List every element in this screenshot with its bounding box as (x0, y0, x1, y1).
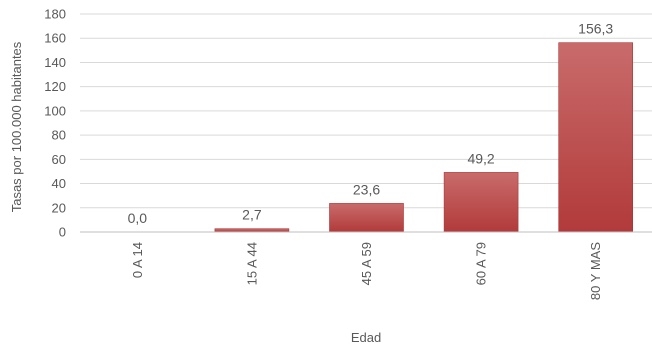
data-labels: 0,0 2,7 23,6 49,2 156,3 (128, 21, 614, 226)
y-tick-label: 60 (52, 152, 66, 167)
y-tick-label: 40 (52, 176, 66, 191)
y-tick-label: 20 (52, 200, 66, 215)
x-tick-label: 80 Y MAS (588, 242, 603, 300)
bar (443, 172, 519, 233)
y-tick-label: 0 (59, 225, 66, 240)
y-tick-label: 100 (44, 103, 66, 118)
bar (558, 42, 634, 233)
data-label: 23,6 (353, 181, 380, 197)
x-tick-label: 15 A 44 (244, 242, 259, 285)
data-label: 156,3 (578, 21, 613, 37)
x-axis-title: Edad (351, 330, 381, 345)
x-tick-label: 60 A 79 (474, 242, 489, 285)
x-tick-labels: 0 A 14 15 A 44 45 A 59 60 A 79 80 Y MAS (130, 242, 603, 300)
x-tick-label: 45 A 59 (359, 242, 374, 285)
y-tick-label: 120 (44, 79, 66, 94)
data-label: 0,0 (128, 210, 148, 226)
y-axis-title: Tasas por 100.000 habitantes (9, 41, 24, 212)
bars (214, 42, 634, 233)
y-tick-label: 140 (44, 55, 66, 70)
data-label: 2,7 (242, 207, 262, 223)
y-tick-label: 160 (44, 31, 66, 46)
x-tick-label: 0 A 14 (130, 242, 145, 278)
data-label: 49,2 (467, 150, 494, 166)
bar (329, 203, 404, 233)
y-tick-label: 80 (52, 128, 66, 143)
gridlines (80, 13, 652, 209)
y-tick-label: 180 (44, 7, 66, 22)
y-tick-labels: 0 20 40 60 80 100 120 140 160 180 (44, 7, 66, 240)
